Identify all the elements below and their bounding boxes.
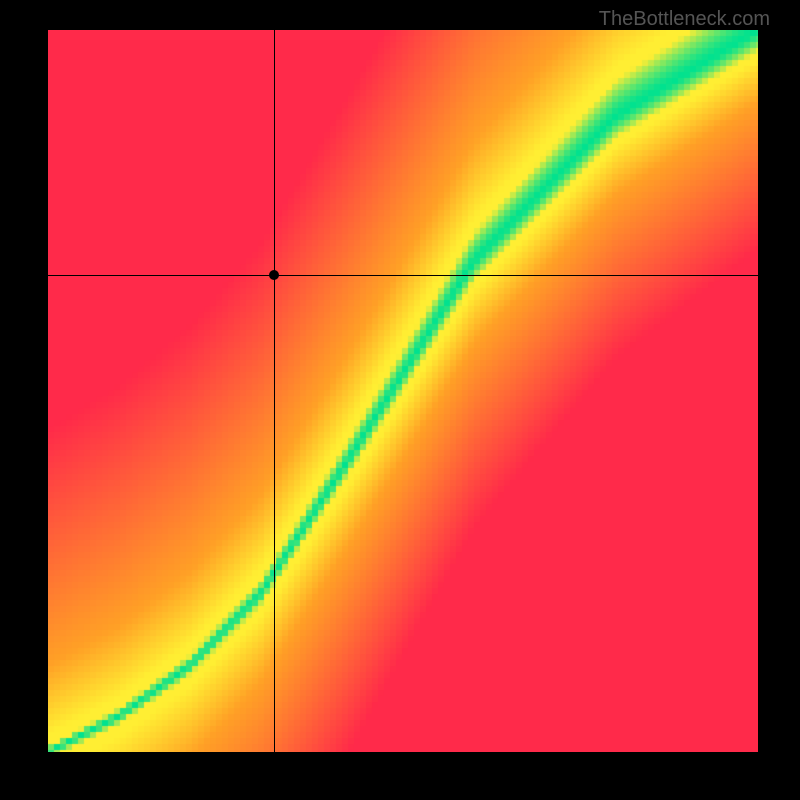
heatmap-plot [48,30,758,752]
crosshair-vertical [274,30,275,752]
marker-dot [269,270,279,280]
watermark-text: TheBottleneck.com [599,8,770,31]
heatmap-canvas [48,30,758,752]
crosshair-horizontal [48,275,758,276]
